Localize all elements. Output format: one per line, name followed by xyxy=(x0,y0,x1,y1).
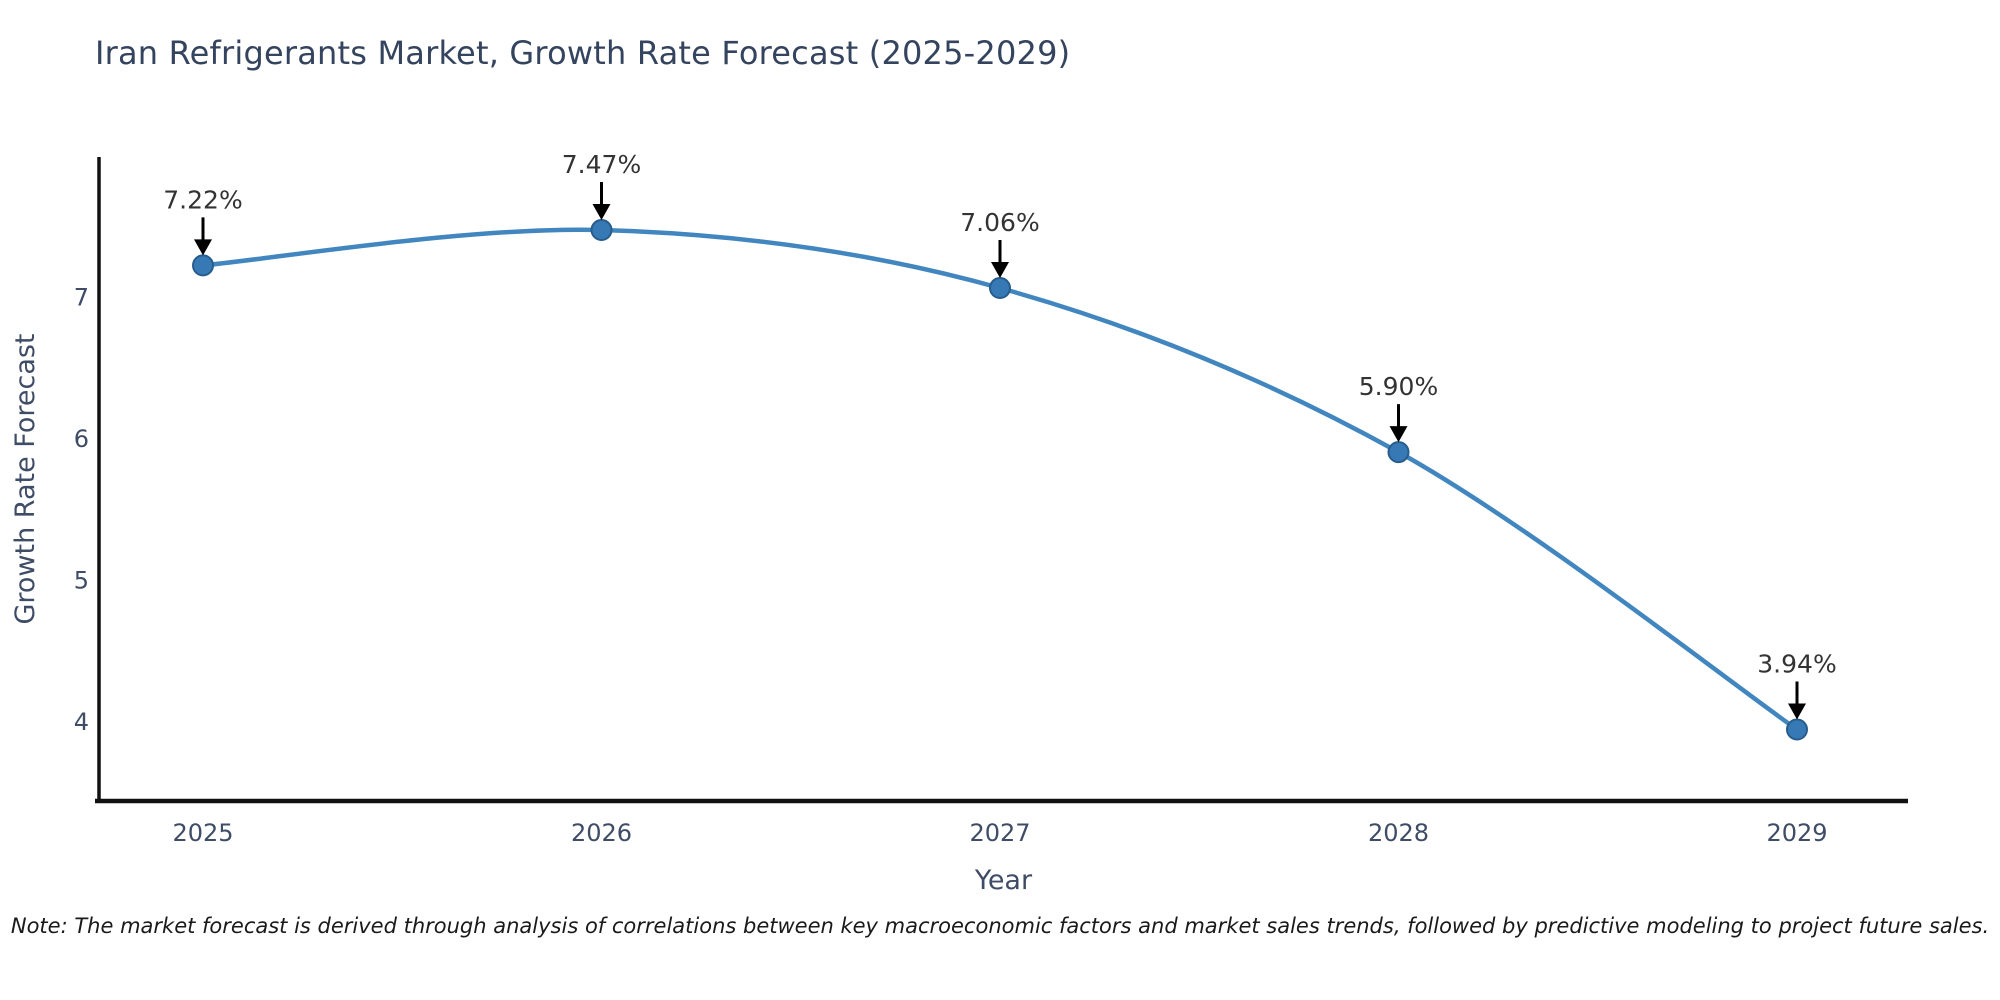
y-tick-label: 4 xyxy=(74,708,89,736)
annotation-arrow-head xyxy=(592,203,611,220)
x-tick-label: 2025 xyxy=(172,819,233,847)
chart-footnote: Note: The market forecast is derived thr… xyxy=(10,914,1990,938)
x-tick-label: 2029 xyxy=(1766,819,1827,847)
y-tick-label: 5 xyxy=(74,567,89,595)
y-axis-title: Growth Rate Forecast xyxy=(10,333,41,624)
y-tick-label: 6 xyxy=(74,425,89,453)
x-tick-label: 2026 xyxy=(571,819,632,847)
x-tick-label: 2028 xyxy=(1368,819,1429,847)
annotation-arrow-head xyxy=(194,239,212,256)
data-point xyxy=(1387,441,1410,464)
data-point xyxy=(989,277,1011,300)
annotation-arrow-head xyxy=(1788,703,1806,720)
point-annotation: 5.90% xyxy=(1359,372,1438,401)
data-point xyxy=(192,254,214,277)
forecast-line xyxy=(200,227,1800,732)
annotation-arrow-head xyxy=(1389,426,1408,443)
annotation-arrow-head xyxy=(991,262,1009,279)
point-annotation: 7.47% xyxy=(562,150,641,179)
data-point xyxy=(590,218,613,241)
x-tick-label: 2027 xyxy=(969,819,1030,847)
y-tick-label: 7 xyxy=(74,284,89,312)
point-annotation: 7.06% xyxy=(960,208,1039,237)
x-axis-title: Year xyxy=(974,865,1033,896)
point-annotation: 3.94% xyxy=(1757,649,1836,678)
data-point xyxy=(1786,718,1808,741)
chart-title: Iran Refrigerants Market, Growth Rate Fo… xyxy=(95,34,1071,72)
point-annotation: 7.22% xyxy=(163,185,242,214)
